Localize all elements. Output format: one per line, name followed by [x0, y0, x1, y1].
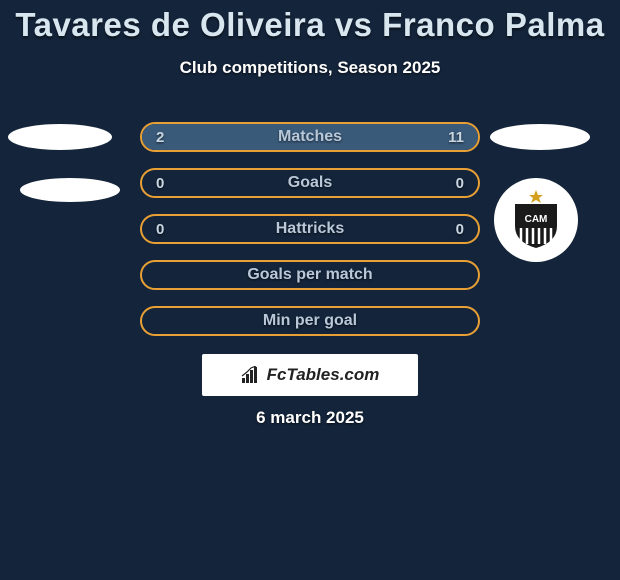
stat-label: Hattricks: [142, 216, 478, 242]
stat-row: Hattricks0 0: [140, 214, 480, 244]
stat-value-left: 0: [156, 216, 164, 242]
stat-value-left: 0: [156, 170, 164, 196]
club-badge-text: CAM: [525, 214, 548, 225]
stat-value-left: 2: [156, 124, 164, 150]
stat-fill-right: [192, 124, 478, 150]
date-text: 6 march 2025: [0, 408, 620, 428]
stat-value-right: 0: [456, 170, 464, 196]
comparison-subtitle: Club competitions, Season 2025: [0, 58, 620, 78]
stat-label: Goals: [142, 170, 478, 196]
placeholder-ellipse: [8, 124, 112, 150]
stat-value-right: 11: [448, 124, 464, 150]
placeholder-ellipse: [20, 178, 120, 202]
shield-icon: CAM: [509, 190, 563, 250]
placeholder-ellipse: [490, 124, 590, 150]
stat-rows: Matches211Goals00Hattricks00Goals per ma…: [140, 122, 480, 352]
stat-label: Goals per match: [142, 262, 478, 288]
comparison-title: Tavares de Oliveira vs Franco Palma: [0, 0, 620, 44]
stat-row: Goals0 0: [140, 168, 480, 198]
brand-text: FcTables.com: [267, 365, 380, 385]
brand-logo-box: FcTables.com: [202, 354, 418, 396]
stat-fill-left: [142, 124, 192, 150]
stat-value-right: 0: [456, 216, 464, 242]
stat-row: Matches211: [140, 122, 480, 152]
stat-label: Min per goal: [142, 308, 478, 334]
stat-row: Min per goal: [140, 306, 480, 336]
bar-chart-icon: [241, 366, 263, 384]
stat-row: Goals per match: [140, 260, 480, 290]
club-badge-circle: CAM: [494, 178, 578, 262]
